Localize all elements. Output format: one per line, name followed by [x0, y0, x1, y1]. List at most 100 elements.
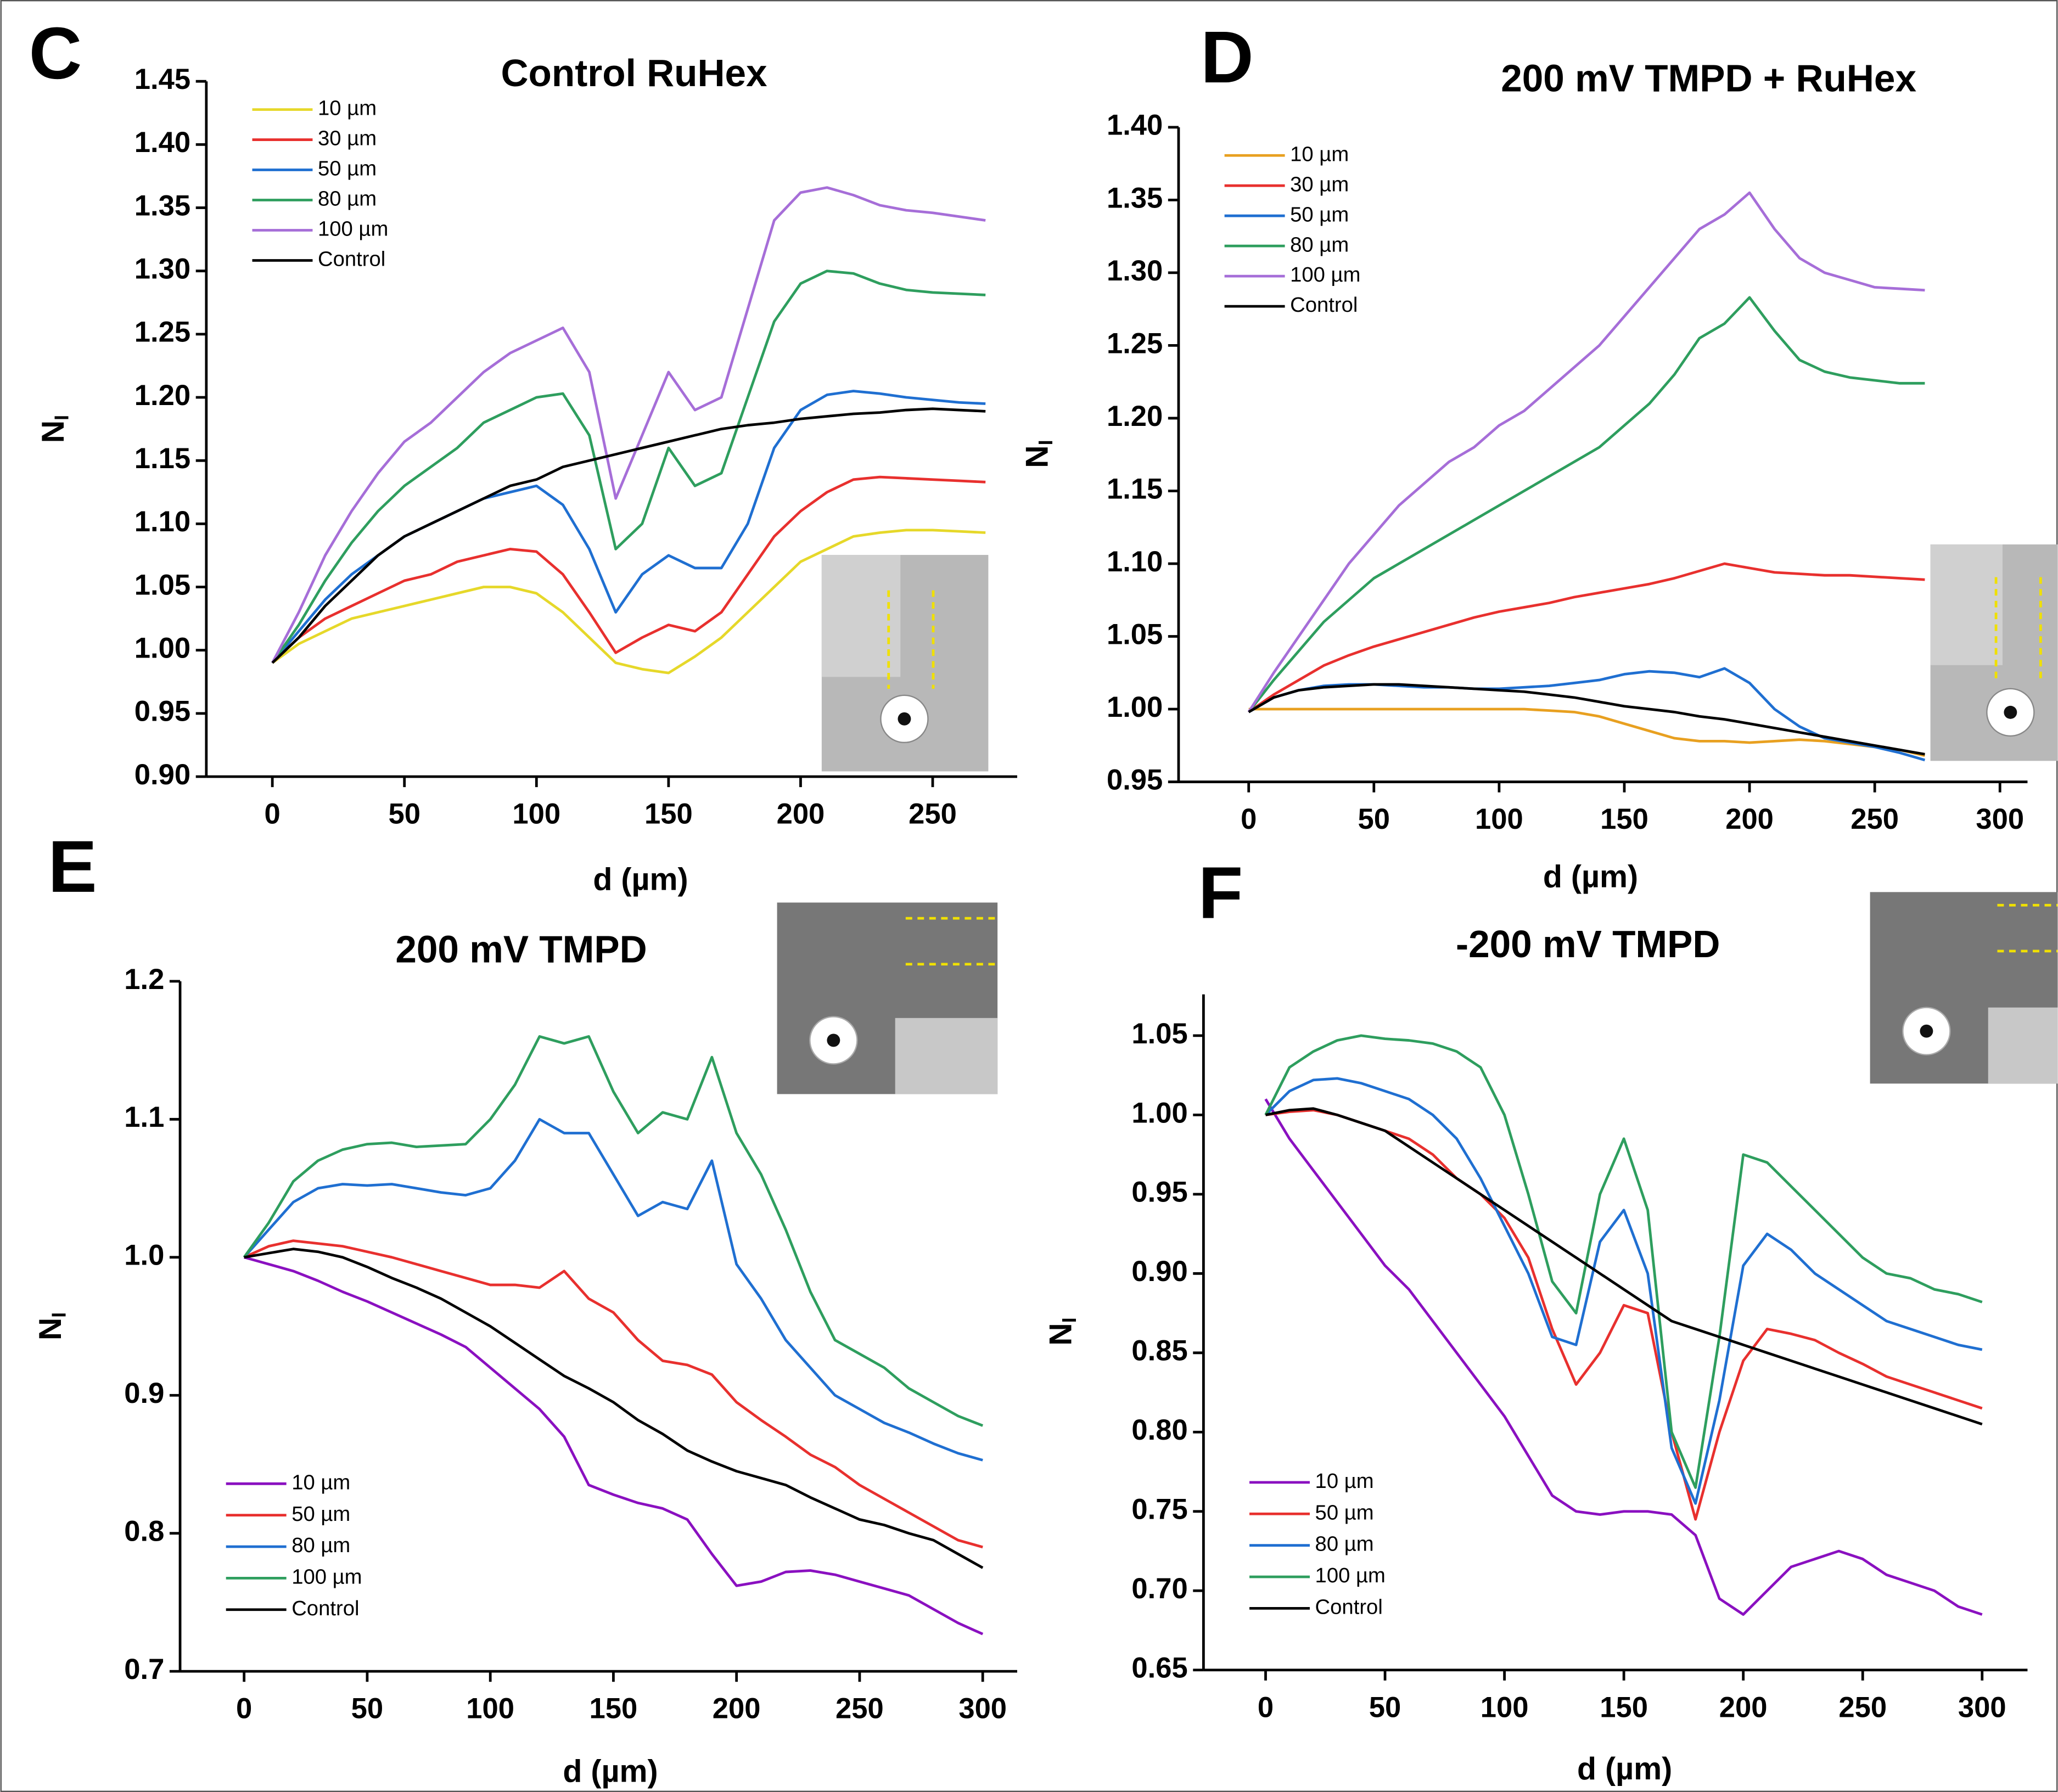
y-tick-label: 1.45	[134, 63, 190, 96]
inset-electrode	[1920, 1024, 1933, 1038]
x-tick-label: 100	[1475, 803, 1523, 835]
chart-title: Control RuHex	[501, 52, 768, 94]
inset-e	[777, 902, 998, 1094]
y-tick-label: 1.05	[134, 569, 190, 601]
x-tick-label: 0	[236, 1693, 252, 1725]
chart-title: 200 mV TMPD	[395, 928, 647, 971]
y-tick-label: 1.35	[1107, 182, 1163, 214]
inset-f	[1870, 892, 2058, 1084]
inset-image	[1930, 544, 2003, 665]
inset-d	[1930, 544, 2058, 761]
chart-panel: E 200 mV TMPD d (µm) NI 0.7 0.8 0.9 1.0 1.1 1.2 0 5…	[33, 826, 1017, 1789]
data-line	[243, 1035, 984, 1427]
legend: 10 µm 50 µm 80 µm 100 µm Control	[226, 1470, 362, 1620]
x-tick-label: 50	[1358, 803, 1390, 835]
y-tick-label: 1.30	[1107, 255, 1163, 287]
y-tick-label: 1.20	[134, 379, 190, 412]
y-tick-label: 0.95	[134, 695, 190, 728]
legend-label: 30 µm	[1290, 172, 1349, 196]
data-line	[244, 1256, 984, 1636]
y-tick-label: 1.20	[1107, 400, 1163, 432]
y-tick-label: 1.00	[1107, 691, 1163, 723]
legend-label: 10 µm	[1290, 142, 1349, 166]
data-line	[1264, 1077, 1983, 1505]
x-tick-label: 250	[909, 798, 957, 830]
inset-c	[821, 555, 989, 772]
legend-label: 80 µm	[1315, 1532, 1374, 1556]
legend-label: 50 µm	[1315, 1501, 1374, 1524]
legend-label: 80 µm	[318, 187, 377, 211]
x-axis-label: d (µm)	[593, 862, 688, 897]
y-tick-label: 0.85	[1131, 1335, 1187, 1367]
x-axis-label: d (µm)	[1543, 860, 1638, 895]
x-tick-label: 300	[1958, 1691, 2006, 1723]
x-tick-label: 50	[351, 1693, 383, 1725]
legend: 10 µm 30 µm 50 µm 80 µm 100 µm Control	[1224, 142, 1360, 317]
y-tick-label: 1.30	[134, 253, 190, 285]
data-line	[1247, 191, 1925, 713]
y-tick-label: 0.9	[124, 1377, 164, 1409]
x-tick-label: 200	[777, 798, 825, 830]
x-axis-label: d (µm)	[563, 1754, 658, 1789]
y-axis-label-sub: I	[1058, 1317, 1080, 1323]
legend-label: 10 µm	[291, 1470, 350, 1494]
y-tick-label: 1.35	[134, 189, 190, 222]
y-tick-label: 0.7	[124, 1653, 164, 1686]
legend-label: 30 µm	[318, 127, 377, 150]
chart-panel: D 200 mV TMPD + RuHex d (µm) NI 0.95 1.00 1.05…	[1020, 16, 2028, 895]
y-axis-label: NI	[33, 1312, 70, 1340]
y-tick-label: 1.1	[124, 1101, 164, 1133]
inset-image	[1988, 1007, 2058, 1084]
y-axis-label: NI	[36, 415, 73, 443]
y-tick-label: 0.95	[1131, 1176, 1187, 1209]
chart-title: -200 mV TMPD	[1456, 923, 1720, 965]
x-tick-label: 50	[388, 798, 420, 830]
x-tick-label: 200	[1725, 803, 1774, 835]
y-tick-label: 1.2	[124, 963, 164, 996]
legend: 10 µm 50 µm 80 µm 100 µm Control	[1249, 1469, 1386, 1619]
y-tick-label: 0.75	[1131, 1493, 1187, 1526]
y-axis-label: NI	[1044, 1317, 1081, 1345]
data-line	[1248, 562, 1925, 714]
legend-label: 100 µm	[291, 1565, 362, 1588]
data-line	[243, 1117, 983, 1462]
x-tick-label: 150	[644, 798, 693, 830]
panel-letter: E	[48, 826, 97, 908]
x-tick-label: 100	[512, 798, 560, 830]
y-tick-label: 0.80	[1131, 1414, 1187, 1446]
legend-label: 100 µm	[318, 217, 388, 241]
y-tick-label: 1.25	[134, 316, 190, 349]
x-tick-label: 300	[958, 1693, 1007, 1725]
y-axis-label: NI	[1020, 440, 1057, 468]
x-tick-label: 0	[1258, 1691, 1274, 1723]
x-tick-label: 200	[713, 1693, 761, 1725]
legend: 10 µm 30 µm 50 µm 80 µm 100 µm Control	[252, 97, 388, 271]
chart-panel: F -200 mV TMPD d (µm) NI 0.65 0.70 0.75 0.80 0.8…	[1044, 852, 2028, 1787]
inset-electrode	[2004, 705, 2017, 719]
data-line	[1248, 683, 1925, 756]
data-line	[244, 1248, 984, 1569]
x-tick-label: 100	[466, 1693, 514, 1725]
data-line	[271, 407, 986, 664]
y-tick-label: 1.15	[134, 442, 190, 475]
y-tick-label: 1.40	[1107, 109, 1163, 142]
y-tick-label: 1.10	[1107, 546, 1163, 578]
x-axis-label: d (µm)	[1577, 1751, 1672, 1787]
y-tick-label: 0.90	[134, 759, 190, 791]
legend-label: 100 µm	[1290, 263, 1360, 287]
data-line	[271, 269, 986, 664]
y-tick-label: 1.05	[1107, 618, 1163, 650]
panel-letter: F	[1198, 852, 1243, 934]
y-tick-label: 1.05	[1131, 1018, 1187, 1050]
y-axis-label-main: N	[33, 1318, 68, 1340]
y-tick-label: 0.70	[1131, 1572, 1187, 1605]
legend-label: 50 µm	[291, 1502, 350, 1526]
data-line	[1247, 296, 1925, 713]
data-line	[1264, 1098, 1983, 1616]
x-tick-label: 100	[1481, 1691, 1529, 1723]
y-axis-label-sub: I	[51, 415, 73, 420]
x-tick-label: 150	[1600, 1691, 1648, 1723]
y-tick-label: 0.8	[124, 1515, 164, 1548]
